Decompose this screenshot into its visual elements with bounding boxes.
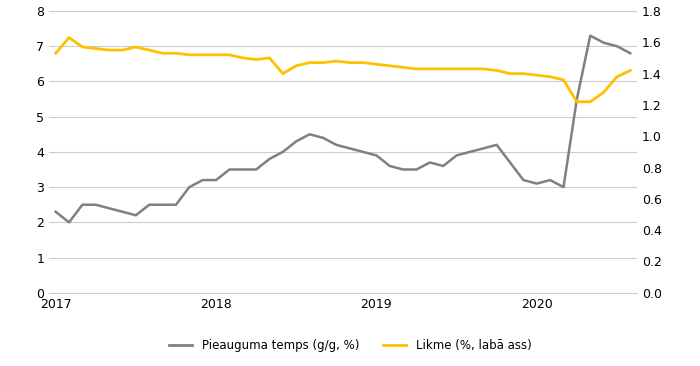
Legend: Pieauguma temps (g/g, %), Likme (%, labā ass): Pieauguma temps (g/g, %), Likme (%, labā… — [164, 334, 536, 356]
